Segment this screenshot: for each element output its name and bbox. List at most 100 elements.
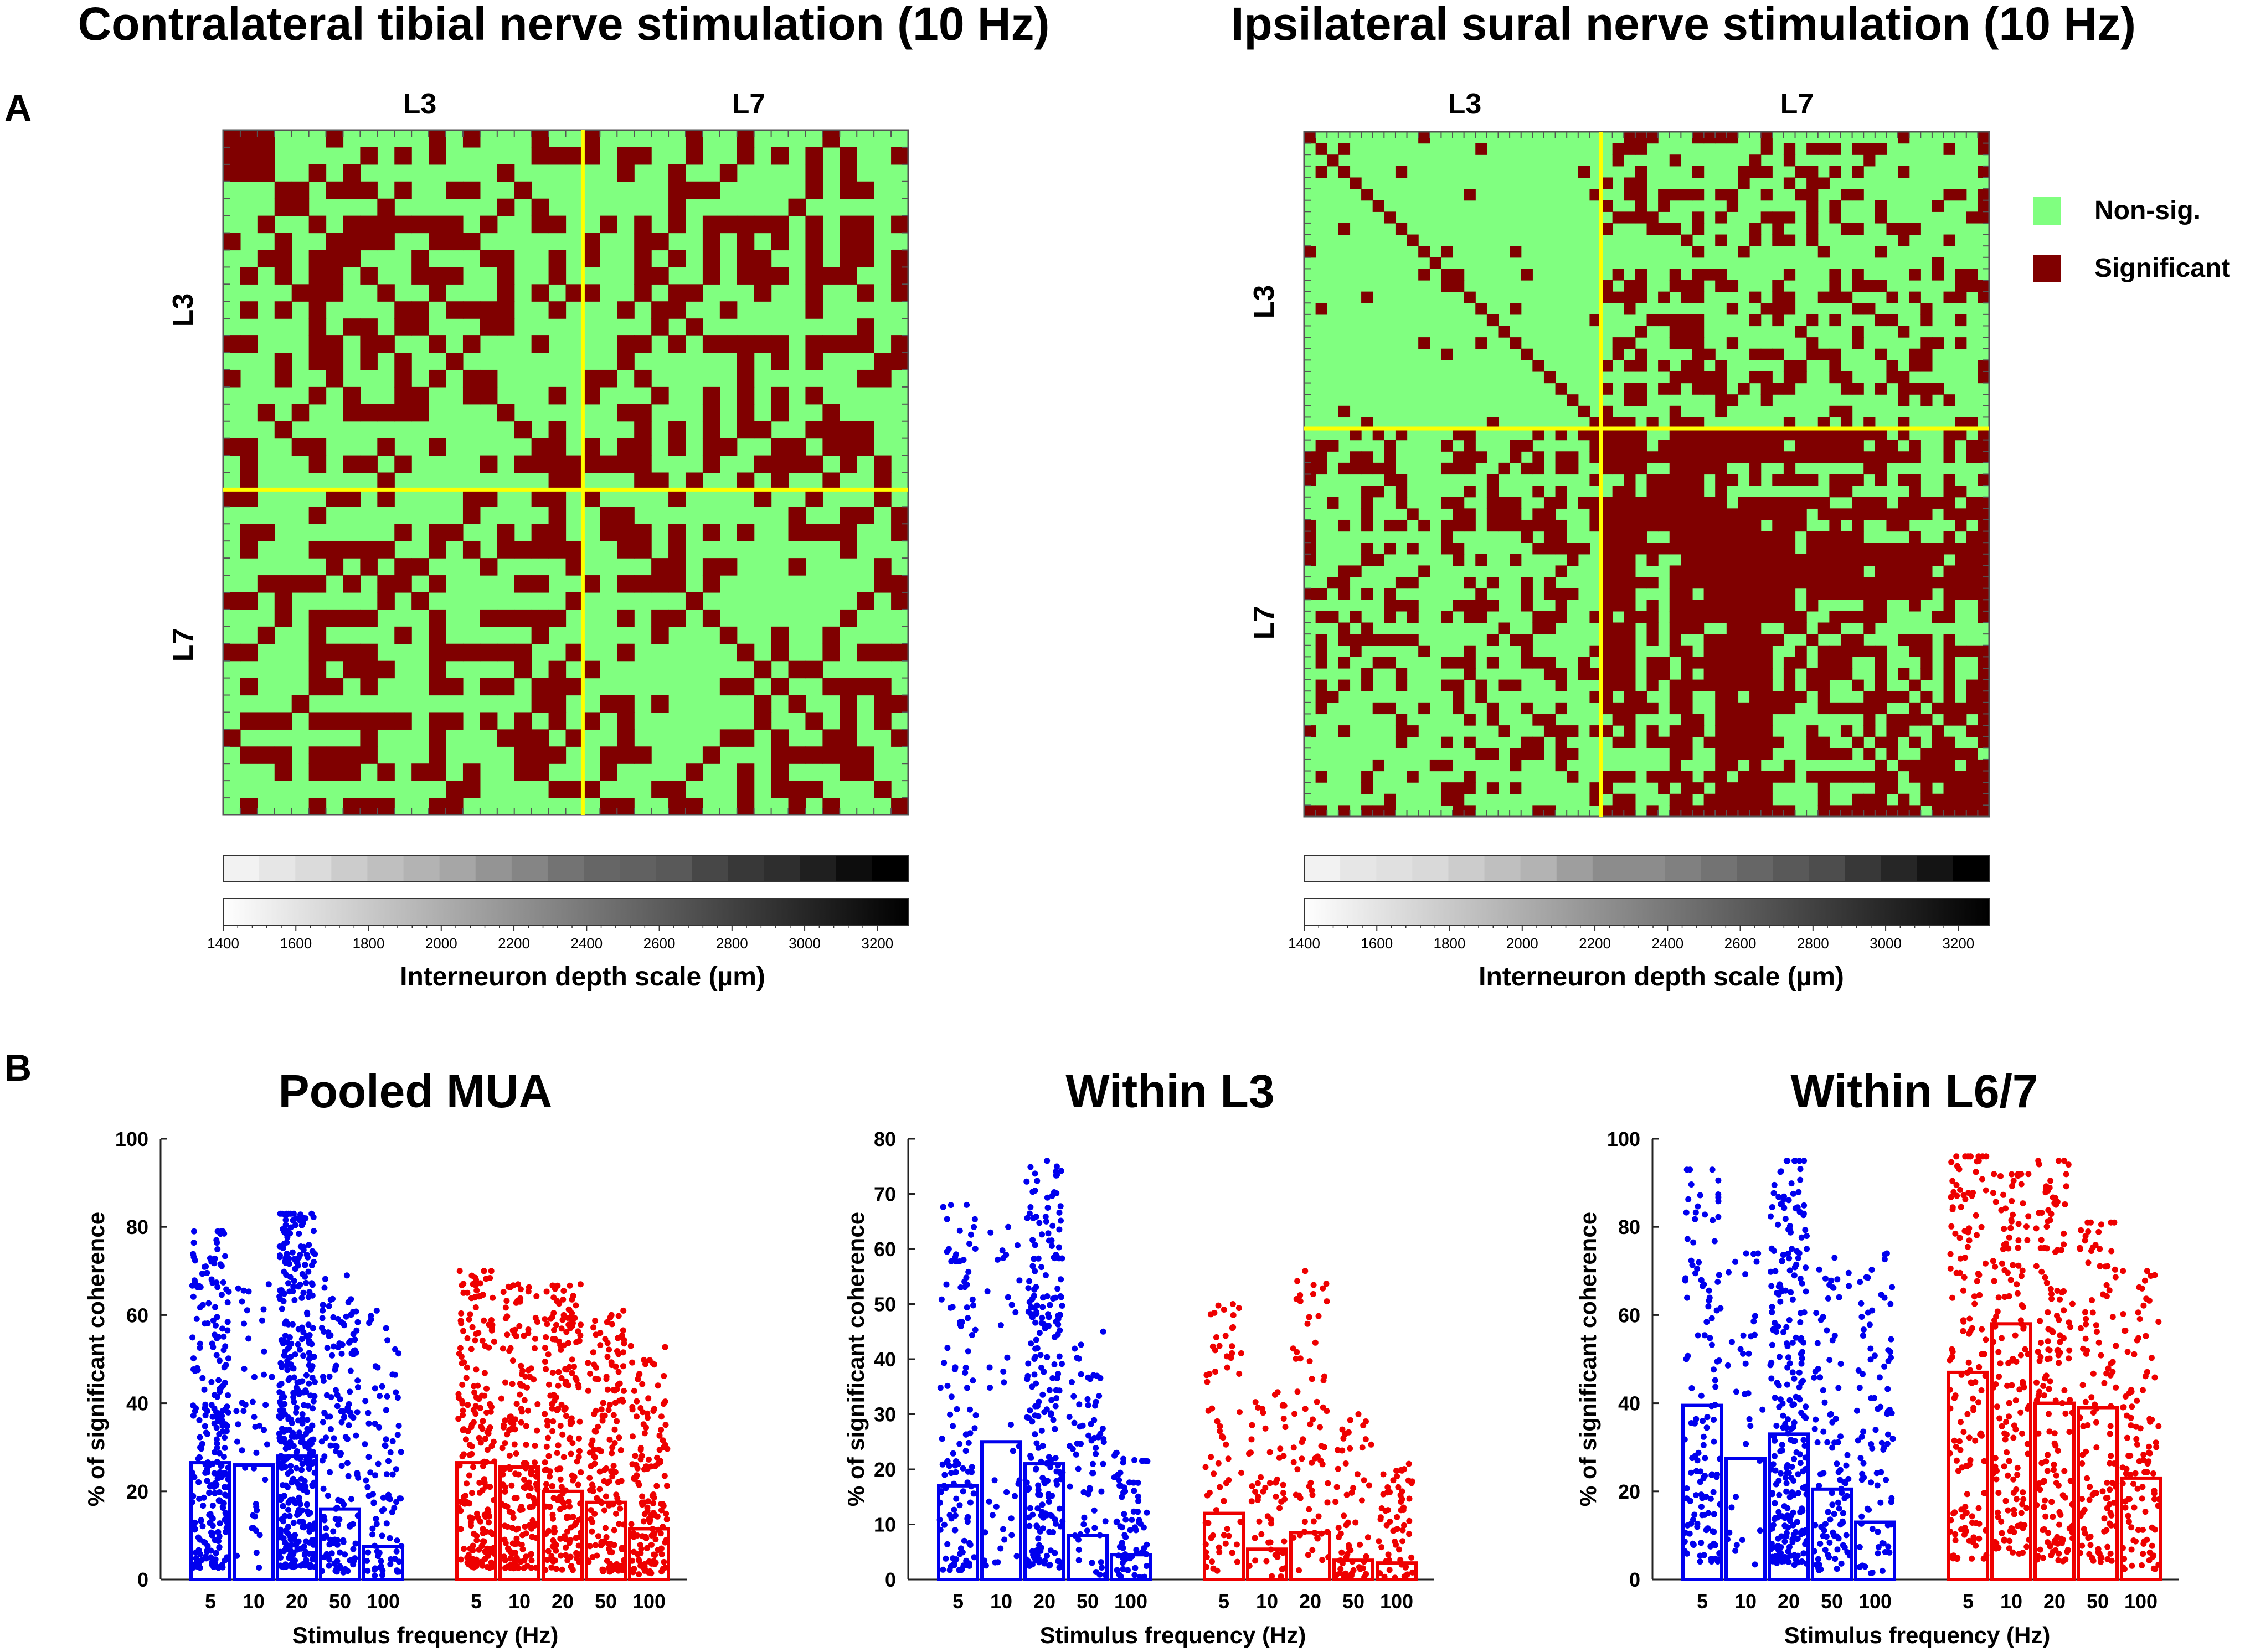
heatmap-cell-significant xyxy=(274,609,292,627)
data-point xyxy=(605,1407,612,1413)
heatmap-cell-significant xyxy=(1772,702,1784,715)
heatmap-cell-significant xyxy=(1909,269,1921,281)
data-point xyxy=(216,1489,223,1495)
data-point xyxy=(251,1414,258,1420)
data-point xyxy=(220,1454,227,1460)
data-point xyxy=(289,1321,296,1328)
heatmap-cell-significant xyxy=(1703,657,1716,669)
heatmap-cell-significant xyxy=(1658,508,1670,520)
depth-colorbar-tick-label: 2800 xyxy=(716,935,748,952)
heatmap-cell-significant xyxy=(1612,462,1624,475)
data-point xyxy=(306,1242,312,1248)
heatmap-cell-significant xyxy=(1817,577,1830,589)
heatmap-cell-significant xyxy=(1875,793,1887,806)
data-point xyxy=(292,1351,298,1358)
heatmap-cell-significant xyxy=(1715,189,1727,201)
heatmap-cell-significant xyxy=(737,353,755,370)
heatmap-cell-significant xyxy=(1783,303,1796,315)
heatmap-cell-significant xyxy=(462,763,481,781)
heatmap-cell-significant xyxy=(1646,771,1659,783)
heatmap-cell-significant xyxy=(1601,291,1613,303)
heatmap-cell-significant xyxy=(600,507,617,524)
data-point xyxy=(971,1425,978,1432)
heatmap-cell-significant xyxy=(737,643,755,662)
heatmap-cell-significant xyxy=(1669,519,1681,532)
heatmap-cell-significant xyxy=(1738,429,1750,441)
data-point xyxy=(253,1449,260,1456)
heatmap-cell-significant xyxy=(1726,508,1739,520)
heatmap-cell-significant xyxy=(1715,554,1727,566)
heatmap-cell-significant xyxy=(1555,531,1567,543)
data-point xyxy=(1035,1444,1042,1451)
heatmap-cell-significant xyxy=(429,335,446,353)
data-point xyxy=(517,1286,524,1293)
heatmap-cell-significant xyxy=(1681,600,1693,612)
heatmap-cell-significant xyxy=(1760,508,1773,520)
heatmap-tibial-label-side-l3: L3 xyxy=(167,293,199,327)
data-point xyxy=(287,1533,294,1540)
heatmap-cell-significant xyxy=(1612,486,1624,498)
heatmap-cell-significant xyxy=(1726,519,1739,532)
data-point xyxy=(595,1533,601,1540)
heatmap-cell-significant xyxy=(1589,497,1602,509)
data-point xyxy=(284,1367,291,1374)
data-point xyxy=(547,1392,554,1399)
heatmap-cell-significant xyxy=(1795,611,1807,623)
heatmap-cell-significant xyxy=(1681,531,1693,543)
data-point xyxy=(282,1440,289,1446)
data-point xyxy=(473,1287,480,1294)
heatmap-cell-significant xyxy=(1453,657,1465,669)
data-point xyxy=(1051,1334,1058,1340)
heatmap-cell-significant xyxy=(702,575,720,593)
heatmap-cell-significant xyxy=(1817,531,1830,543)
data-point xyxy=(969,1296,976,1303)
data-point xyxy=(593,1364,599,1371)
heatmap-cell-significant xyxy=(1863,611,1876,623)
data-point xyxy=(500,1289,507,1295)
heatmap-cell-significant xyxy=(1669,451,1681,463)
data-point xyxy=(965,1348,971,1355)
heatmap-cell-significant xyxy=(1886,748,1898,760)
data-point xyxy=(1078,1371,1084,1377)
heatmap-cell-significant xyxy=(291,438,310,456)
heatmap-cell-significant xyxy=(308,712,327,730)
data-point xyxy=(221,1230,228,1237)
data-point xyxy=(297,1346,303,1353)
data-point xyxy=(1008,1302,1015,1308)
heatmap-cell-significant xyxy=(1395,714,1408,726)
data-point xyxy=(200,1539,207,1545)
heatmap-cell-significant xyxy=(1783,519,1796,532)
heatmap-tibial-depth-xlabel: Interneuron depth scale (µm) xyxy=(400,962,765,992)
heatmap-cell-significant xyxy=(1875,679,1887,691)
heatmap-cell-significant xyxy=(1304,246,1316,258)
data-point xyxy=(1046,1454,1052,1460)
heatmap-cell-significant xyxy=(1829,269,1841,281)
heatmap-cell-significant xyxy=(1829,143,1841,155)
heatmap-cell-significant xyxy=(1795,691,1807,703)
heatmap-cell-significant xyxy=(1749,714,1762,726)
heatmap-cell-significant xyxy=(668,164,686,182)
data-point xyxy=(545,1548,552,1555)
heatmap-cell-significant xyxy=(1852,736,1864,748)
data-point xyxy=(480,1530,486,1536)
heatmap-cell-significant xyxy=(1738,577,1750,589)
heatmap-cell-significant xyxy=(240,746,258,764)
heatmap-cell-significant xyxy=(1395,634,1408,646)
heatmap-cell-significant xyxy=(1875,451,1887,463)
heatmap-cell-significant xyxy=(1612,429,1624,441)
heatmap-cell-significant xyxy=(1624,611,1636,623)
depth-strip-segment xyxy=(439,855,476,882)
data-point xyxy=(342,1551,348,1558)
data-point xyxy=(259,1317,265,1324)
heatmap-cell-significant xyxy=(1612,793,1624,806)
depth-strip-segment xyxy=(1448,855,1485,882)
data-point xyxy=(481,1317,487,1324)
data-point xyxy=(967,1406,973,1413)
data-point xyxy=(965,1268,972,1275)
heatmap-cell-significant xyxy=(1783,622,1796,634)
heatmap-cell-significant xyxy=(891,250,909,268)
data-point xyxy=(473,1556,480,1563)
heatmap-cell-significant xyxy=(1567,451,1579,463)
data-point xyxy=(385,1495,392,1502)
data-point xyxy=(193,1315,200,1322)
